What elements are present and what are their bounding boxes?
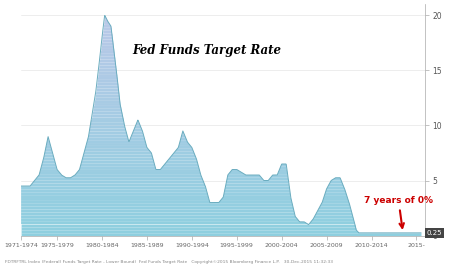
Text: 7 years of 0%: 7 years of 0%: [363, 196, 432, 228]
Text: Fed Funds Target Rate: Fed Funds Target Rate: [132, 44, 281, 57]
Text: 0.25: 0.25: [425, 230, 441, 236]
Text: FDTRFTRL Index (Federal) Funds Target Rate - Lower Bound)  Fed Funds Target Rate: FDTRFTRL Index (Federal) Funds Target Ra…: [5, 260, 332, 264]
